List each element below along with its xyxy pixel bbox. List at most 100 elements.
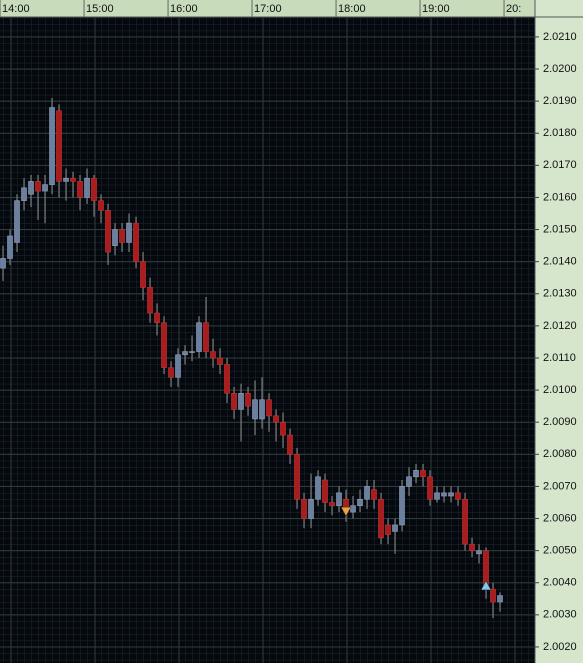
candle-body <box>210 351 216 359</box>
y-tick-label: 2.0140 <box>543 256 577 268</box>
x-tick-label: 20: <box>506 3 521 15</box>
candle-body <box>14 200 20 243</box>
candle-body <box>315 476 321 500</box>
candle-body <box>49 107 55 185</box>
y-tick-label: 2.0200 <box>543 63 577 75</box>
candle-body <box>91 177 97 201</box>
y-tick-label: 2.0060 <box>543 512 577 524</box>
y-tick-label: 2.0170 <box>543 159 577 171</box>
candle-body <box>175 354 181 378</box>
candle-body <box>441 492 447 497</box>
candle-body <box>126 222 132 243</box>
candle-body <box>259 399 265 420</box>
candle-body <box>77 181 83 198</box>
y-tick-label: 2.0090 <box>543 416 577 428</box>
candle-body <box>154 312 160 323</box>
candle-body <box>147 287 153 314</box>
x-tick-label: 15:00 <box>86 3 114 15</box>
candle-body <box>280 421 286 436</box>
candle-body <box>385 524 391 535</box>
candle-body <box>105 209 111 253</box>
x-tick-label: 17:00 <box>254 3 282 15</box>
candle-body <box>406 476 412 487</box>
candle-body <box>161 322 167 368</box>
candle-body <box>266 399 272 417</box>
candle-body <box>392 524 398 532</box>
candle-body <box>364 486 370 500</box>
candle-body <box>448 492 454 497</box>
candle-body <box>224 364 230 394</box>
y-tick-label: 2.0040 <box>543 577 577 589</box>
y-tick-label: 2.0120 <box>543 320 577 332</box>
y-tick-label: 2.0080 <box>543 448 577 460</box>
y-tick-label: 2.0210 <box>543 31 577 43</box>
candle-body <box>322 479 328 503</box>
candle-body <box>434 492 440 500</box>
candle-body <box>0 258 6 269</box>
candle-body <box>168 367 174 378</box>
y-tick-label: 2.0070 <box>543 480 577 492</box>
candle-body <box>497 595 503 603</box>
candle-body <box>140 261 146 288</box>
y-tick-label: 2.0020 <box>543 641 577 653</box>
candle-body <box>28 181 34 195</box>
y-tick-label: 2.0050 <box>543 545 577 557</box>
candle-body <box>350 505 356 513</box>
price-axis-bar <box>535 0 583 663</box>
y-tick-label: 2.0130 <box>543 288 577 300</box>
candle-body <box>336 492 342 506</box>
candle-body <box>217 357 223 365</box>
candle-body <box>287 434 293 455</box>
candle-body <box>427 476 433 500</box>
y-tick-label: 2.0160 <box>543 191 577 203</box>
candle-body <box>476 550 482 555</box>
candle-body <box>455 492 461 500</box>
candle-body <box>245 392 251 407</box>
candle-body <box>231 392 237 410</box>
candle-body <box>203 322 209 352</box>
x-tick-label: 18:00 <box>338 3 366 15</box>
candle-body <box>238 392 244 410</box>
y-tick-label: 2.0100 <box>543 384 577 396</box>
candle-body <box>112 229 118 246</box>
x-tick-label: 16:00 <box>170 3 198 15</box>
candle-body <box>98 200 104 211</box>
candle-body <box>196 322 202 352</box>
signal-arrow <box>340 506 352 517</box>
candle-body <box>56 110 62 182</box>
candle-body <box>469 543 475 551</box>
candle-body <box>119 229 125 243</box>
y-tick-label: 2.0180 <box>543 127 577 139</box>
candle-body <box>371 489 377 500</box>
y-tick-label: 2.0150 <box>543 223 577 235</box>
candle-body <box>378 498 384 539</box>
signal-arrow <box>480 580 492 591</box>
candle-body <box>21 187 27 201</box>
candle-body <box>35 181 41 192</box>
y-tick-label: 2.0030 <box>543 609 577 621</box>
y-tick-label: 2.0190 <box>543 95 577 107</box>
candle-body <box>413 470 419 478</box>
candle-body <box>63 177 69 182</box>
y-tick-label: 2.0110 <box>543 352 576 364</box>
candle-body <box>399 486 405 526</box>
candle-body <box>308 498 314 519</box>
candle-body <box>357 498 363 506</box>
candle-body <box>329 502 335 506</box>
candle-body <box>301 498 307 519</box>
x-tick-label: 19:00 <box>422 3 450 15</box>
candle-body <box>70 177 76 182</box>
candle-body <box>42 184 48 192</box>
candle-body <box>294 454 300 500</box>
candle-body <box>462 498 468 545</box>
candle-body <box>189 351 195 353</box>
x-tick-label: 14:00 <box>2 3 30 15</box>
candle-body <box>84 177 90 198</box>
candle-body <box>490 588 496 603</box>
candle-body <box>420 470 426 478</box>
candle-body <box>182 351 188 356</box>
minor-grid <box>0 17 535 663</box>
candle-body <box>133 222 139 262</box>
time-axis-bar <box>0 0 583 17</box>
